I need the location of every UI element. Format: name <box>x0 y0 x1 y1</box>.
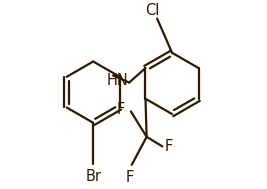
Text: HN: HN <box>107 73 129 88</box>
Text: Cl: Cl <box>145 3 159 18</box>
Text: F: F <box>165 139 173 154</box>
Text: F: F <box>126 170 134 185</box>
Text: Br: Br <box>85 169 101 184</box>
Text: F: F <box>116 102 125 117</box>
